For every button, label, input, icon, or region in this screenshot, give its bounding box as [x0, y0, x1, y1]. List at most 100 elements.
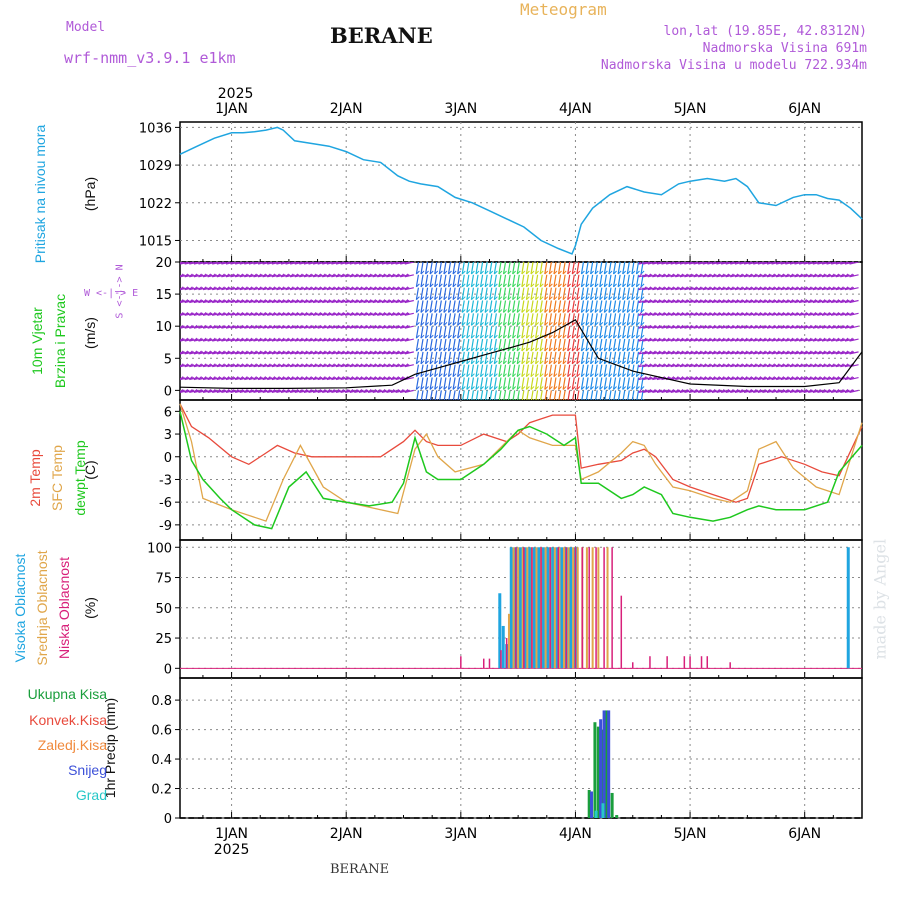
wind-arrow [798, 351, 809, 355]
wind-arrow [702, 299, 712, 304]
wind-arrow [461, 274, 465, 287]
wind-arrow-head [739, 273, 743, 278]
wind-arrow [640, 338, 644, 352]
wind-arrow-head [244, 311, 248, 316]
wind-arrow [812, 364, 823, 368]
wind-arrow-head [216, 363, 221, 368]
wind-arrow [730, 274, 740, 278]
wind-arrow [530, 390, 534, 400]
wind-arrow [180, 299, 190, 304]
wind-arrow [576, 287, 580, 300]
wind-arrow [721, 274, 731, 278]
wind-arrow [675, 351, 685, 355]
wind-arrow-head [248, 273, 253, 278]
wind-arrow-head [674, 376, 679, 380]
wind-arrow-head [503, 373, 507, 378]
wind-arrow-head [299, 262, 303, 265]
wind-arrow-head [613, 296, 617, 301]
wind-arrow [349, 325, 359, 329]
wind-arrow [349, 364, 359, 368]
wind-arrow-head [512, 309, 517, 313]
wind-arrow [317, 364, 327, 368]
wind-arrow-head [553, 360, 558, 365]
wind-arrow-head [670, 350, 675, 355]
wind-arrow [594, 274, 598, 287]
wind-arrow [198, 274, 208, 278]
lonlat-text: lon,lat (19.85E, 42.8312N) [663, 24, 868, 39]
wind-arrow-head [452, 296, 457, 301]
wind-arrow [358, 262, 369, 265]
wind-arrow-head [840, 286, 844, 291]
wind-arrow-head [688, 311, 693, 316]
wind-arrow [521, 262, 525, 275]
wind-arrow-head [743, 363, 748, 368]
wind-arrow [290, 364, 300, 368]
wind-arrow [248, 351, 259, 355]
wind-arrow-head [216, 286, 221, 291]
wind-arrow [180, 338, 185, 341]
wind-arrow [684, 274, 694, 278]
wind-arrow [345, 274, 355, 278]
wind-arrow-head [807, 389, 812, 393]
wind-arrow-head [399, 337, 404, 342]
wind-arrow-head [289, 324, 294, 329]
wind-arrow [207, 299, 217, 304]
wind-arrow-head [317, 389, 322, 393]
wind-arrow [743, 274, 754, 278]
wind-arrow-head [652, 262, 656, 265]
cloud-low-bar [505, 638, 508, 669]
wind-arrow-head [443, 347, 448, 352]
wind-arrow [785, 312, 795, 316]
wind-arrow-head [484, 334, 489, 339]
wind-arrow [821, 274, 832, 278]
wind-arrow [748, 376, 758, 381]
wind-arrow [244, 364, 254, 368]
wind-arrow [553, 390, 557, 400]
wind-arrow-head [434, 373, 439, 378]
wind-arrow [358, 312, 369, 316]
wind-arrow-head [661, 363, 665, 368]
wind-arrow-head [812, 376, 817, 380]
wind-arrow-head [188, 324, 193, 329]
wind-arrow [294, 338, 304, 342]
wind-arrow-head [679, 350, 684, 355]
wind-arrow [849, 274, 859, 278]
wind-arrow-head [544, 386, 549, 390]
product-title: Meteogram [520, 0, 607, 19]
wind-arrow-head [425, 296, 429, 301]
wind-arrow [585, 274, 589, 287]
wind-arrow-head [707, 286, 711, 291]
wind-arrow [404, 376, 414, 381]
wind-arrow-head [376, 311, 381, 316]
wind-arrow [317, 312, 327, 316]
wind-arrow-head [494, 386, 498, 390]
wind-arrow-head [785, 286, 789, 291]
wind-arrow [826, 312, 836, 316]
wind-arrow-head [438, 360, 443, 365]
wind-arrow-head [438, 283, 443, 288]
wind-arrow-head [817, 337, 821, 342]
wind-arrow-head [638, 286, 643, 291]
wind-arrow-head [180, 273, 184, 278]
wind-arrow [679, 325, 690, 329]
wind-arrow [262, 338, 272, 342]
wind-arrow-head [549, 347, 553, 352]
wind-arrow-head [193, 286, 198, 291]
wind-arrow-head [679, 286, 684, 291]
wind-arrow [622, 351, 626, 364]
wind-arrow [725, 351, 735, 355]
wind-arrow [493, 338, 497, 352]
wind-arrow [603, 300, 607, 313]
wind-arrow-head [633, 399, 636, 400]
cloud-mid-bar [597, 547, 600, 669]
wind-arrow [239, 351, 249, 355]
wind-arrow [734, 312, 745, 316]
wind-arrow [253, 364, 263, 368]
wind-arrow [452, 351, 456, 364]
wind-arrow-head [562, 334, 567, 339]
wind-arrow [512, 351, 516, 364]
wind-arrow-head [835, 337, 840, 342]
wind-arrow [225, 287, 236, 291]
wind-arrow-head [367, 324, 372, 329]
wind-arrow-head [642, 399, 645, 400]
